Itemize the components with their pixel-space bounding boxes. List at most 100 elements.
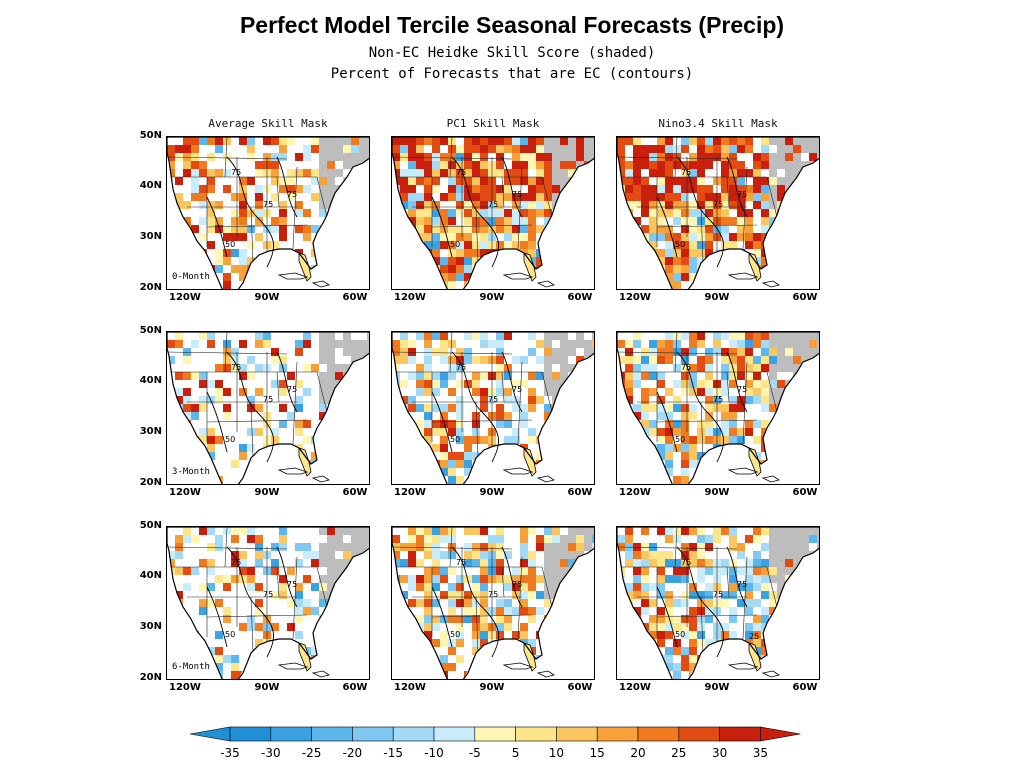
longitude-label: 120W <box>169 487 201 498</box>
latitude-label: 40N <box>139 180 162 191</box>
longitude-label: 120W <box>394 292 426 303</box>
contour-label: 75 <box>231 168 241 177</box>
state-borders <box>617 332 778 459</box>
latitude-label: 30N <box>139 621 162 632</box>
ec-contours <box>206 156 298 268</box>
coastline <box>392 332 594 484</box>
state-borders <box>167 527 328 654</box>
skill-score-map: 75 75 75 50 25 <box>617 527 819 679</box>
longitude-label: 60W <box>567 292 593 303</box>
ec-contours <box>431 351 523 463</box>
contour-label: 75 <box>231 363 241 372</box>
latitude-label: 30N <box>139 231 162 242</box>
contour-label: 25 <box>749 632 759 641</box>
contour-label: 50 <box>450 630 460 639</box>
longitude-label: 90W <box>479 487 505 498</box>
colorbar-swatch <box>352 726 394 742</box>
colorbar-swatch <box>392 726 435 742</box>
map-panel: 75 75 75 50 <box>616 331 820 485</box>
gulf-water <box>463 251 538 289</box>
coastline <box>392 137 594 289</box>
gulf-water <box>238 641 313 679</box>
contour-label: 75 <box>737 385 747 394</box>
contour-label: 75 <box>263 590 273 599</box>
longitude-label: 120W <box>169 682 201 693</box>
caribbean-islands <box>727 467 780 483</box>
gulf-water <box>463 641 538 679</box>
colorbar-tick-label: 5 <box>511 746 520 760</box>
latitude-label: 40N <box>139 570 162 581</box>
coastline <box>617 527 819 679</box>
longitude-label: 90W <box>479 292 505 303</box>
contour-label: 75 <box>456 558 466 567</box>
longitude-label: 90W <box>254 292 280 303</box>
colorbar-tick-label: 35 <box>752 746 769 760</box>
colorbar-tick-label: -15 <box>383 746 403 760</box>
colorbar-tick-label: 20 <box>630 746 646 760</box>
state-borders <box>392 137 553 264</box>
longitude-label: 90W <box>254 682 280 693</box>
colorbar-tick-label: 10 <box>548 746 565 760</box>
latitude-label: 40N <box>139 375 162 386</box>
skill-score-map: 75 75 75 50 <box>617 332 819 484</box>
colorbar-swatch <box>637 726 680 742</box>
gulf-water <box>238 446 313 484</box>
subtitle-shaded: Non-EC Heidke Skill Score (shaded) <box>368 45 656 61</box>
map-panel: 75 75 75 50 <box>166 526 370 680</box>
state-borders <box>617 137 778 264</box>
latitude-label: 20N <box>139 672 162 683</box>
longitude-label: 60W <box>792 682 818 693</box>
ec-contours <box>206 351 298 463</box>
colorbar-tick-label: 30 <box>711 746 728 760</box>
longitude-label: 60W <box>792 487 818 498</box>
colorbar-tick-label: 25 <box>671 746 687 760</box>
caribbean-islands <box>277 467 330 483</box>
skill-score-map: 75 75 75 50 <box>167 332 369 484</box>
contour-label: 50 <box>225 240 235 249</box>
longitude-label: 120W <box>169 292 201 303</box>
longitude-label: 90W <box>704 682 730 693</box>
caribbean-islands <box>277 662 330 678</box>
contour-label: 75 <box>737 190 747 199</box>
colorbar-swatch <box>596 726 639 742</box>
caribbean-islands <box>727 662 780 678</box>
contour-label: 75 <box>681 168 691 177</box>
gulf-water <box>238 251 313 289</box>
coastline <box>392 527 594 679</box>
colorbar-swatch <box>719 726 761 742</box>
colorbar-swatch <box>311 726 353 742</box>
caribbean-islands <box>502 272 555 288</box>
colorbar-tick-label: -5 <box>468 746 481 760</box>
latitude-label: 20N <box>139 282 162 293</box>
column-title: PC1 Skill Mask <box>446 117 540 130</box>
caribbean-islands <box>502 662 555 678</box>
longitude-label: 60W <box>342 487 368 498</box>
colorbar-tick-label: -20 <box>342 746 363 760</box>
latitude-label: 50N <box>139 130 162 141</box>
subtitle-contours: Percent of Forecasts that are EC (contou… <box>330 66 694 82</box>
colorbar-swatch <box>678 726 720 742</box>
colorbar-swatch <box>229 726 272 742</box>
lead-time-label: 6-Month <box>172 662 210 672</box>
colorbar-right-arrow <box>760 726 801 742</box>
latitude-label: 50N <box>139 520 162 531</box>
caribbean-islands <box>502 467 555 483</box>
ec-contours <box>656 546 748 658</box>
contour-label: 75 <box>488 395 498 404</box>
state-borders <box>167 137 328 264</box>
longitude-label: 90W <box>704 292 730 303</box>
latitude-label: 30N <box>139 426 162 437</box>
contour-label: 75 <box>287 190 297 199</box>
skill-score-map: 75 75 75 50 <box>392 332 594 484</box>
contour-label: 75 <box>737 580 747 589</box>
contour-label: 75 <box>488 590 498 599</box>
contour-label: 75 <box>512 190 522 199</box>
contour-label: 75 <box>713 200 723 209</box>
latitude-label: 20N <box>139 477 162 488</box>
state-borders <box>392 332 553 459</box>
coastline <box>167 527 369 679</box>
contour-label: 50 <box>675 435 685 444</box>
skill-score-map: 75 75 75 50 <box>392 137 594 289</box>
contour-label: 75 <box>287 385 297 394</box>
map-panel: 75 75 75 50 <box>616 136 820 290</box>
